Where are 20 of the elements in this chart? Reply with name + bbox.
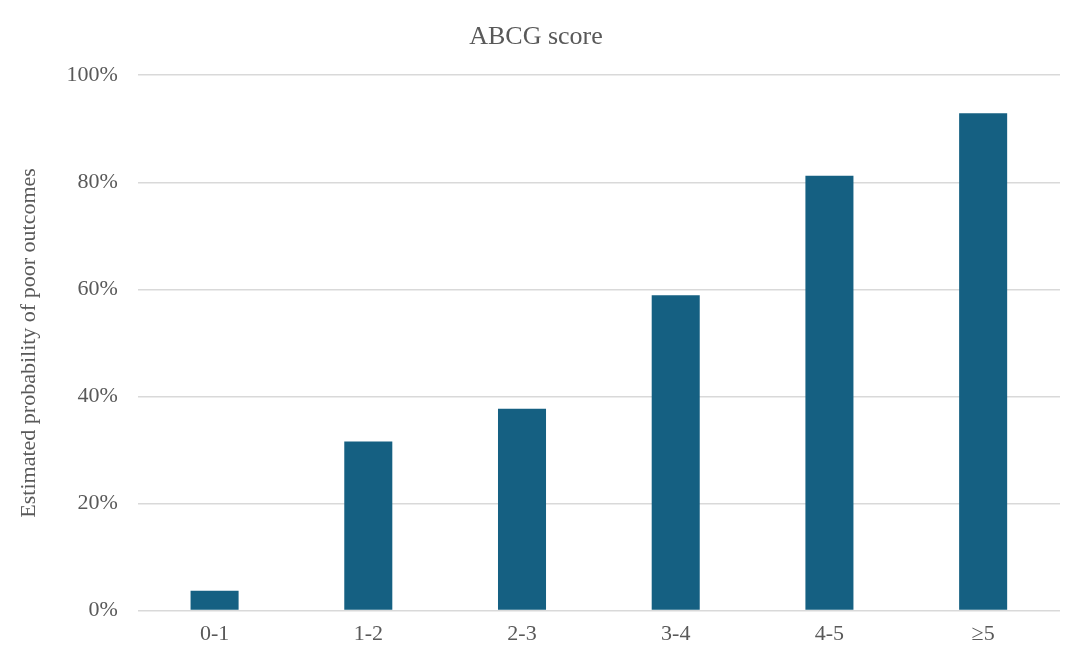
y-tick-label: 0% <box>88 596 118 622</box>
x-tick-label: 3-4 <box>661 619 691 645</box>
y-axis-title: Estimated probability of poor outcomes <box>14 168 40 518</box>
bar <box>651 295 700 610</box>
x-tick-label: ≥5 <box>971 619 995 645</box>
bar <box>959 113 1008 610</box>
x-tick-label: 2-3 <box>507 619 537 645</box>
bar <box>805 175 854 610</box>
y-tick-label: 20% <box>77 489 118 515</box>
y-tick-label: 80% <box>77 168 118 194</box>
x-tick-label: 4-5 <box>814 619 845 645</box>
y-tick-label: 40% <box>77 382 118 408</box>
bar <box>344 441 393 610</box>
x-tick-label: 1-2 <box>353 619 383 645</box>
y-tick-label: 60% <box>77 275 118 301</box>
x-tick-label: 0-1 <box>199 619 230 645</box>
y-tick-label: 100% <box>66 60 118 86</box>
bar <box>497 408 547 610</box>
bar <box>190 590 239 610</box>
chart-title: ABCG score <box>469 21 603 51</box>
